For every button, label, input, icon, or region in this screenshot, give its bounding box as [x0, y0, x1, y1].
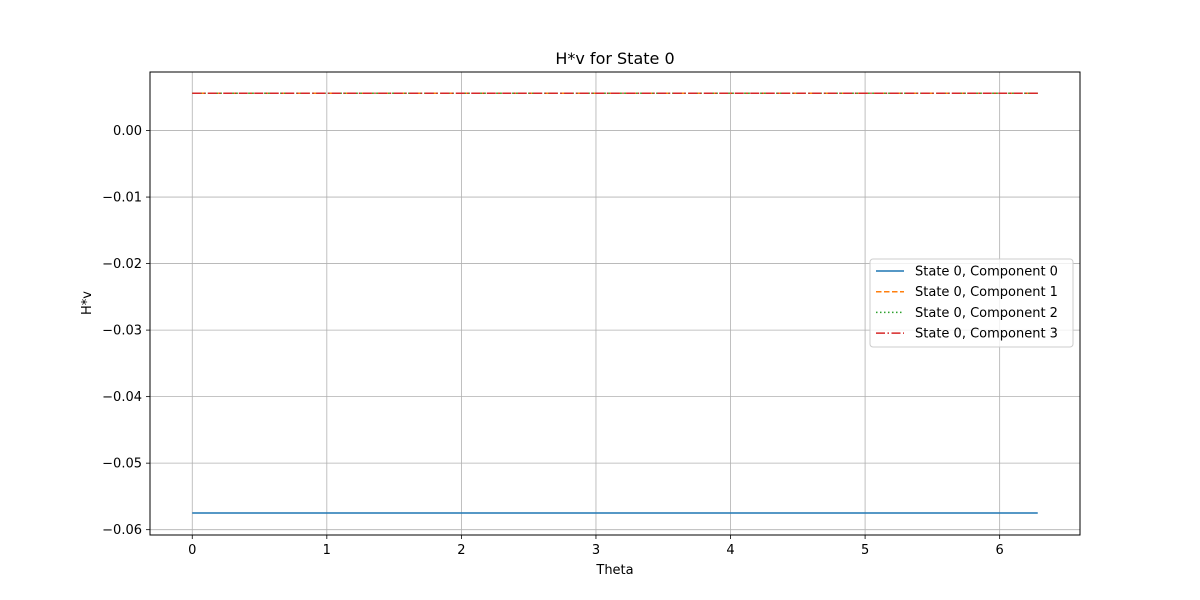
legend-box [869, 258, 1074, 348]
x-tick-label: 2 [457, 543, 465, 558]
legend-label-component-3: State 0, Component 3 [915, 327, 1058, 342]
chart-title: H*v for State 0 [555, 49, 674, 68]
legend-label-component-1: State 0, Component 1 [915, 285, 1058, 300]
y-tick-label: −0.04 [102, 390, 142, 405]
x-tick-label: 4 [726, 543, 734, 558]
x-axis-label: Theta [595, 563, 633, 578]
x-tick-label: 3 [592, 543, 600, 558]
x-axis-ticks: 0 1 2 3 4 5 6 [188, 535, 1004, 558]
y-tick-label: −0.03 [102, 324, 142, 339]
x-tick-label: 0 [188, 543, 196, 558]
legend-label-component-0: State 0, Component 0 [915, 265, 1058, 280]
series-lines [192, 92, 1038, 514]
y-tick-label: −0.01 [102, 191, 142, 206]
legend-label-component-2: State 0, Component 2 [915, 306, 1058, 321]
x-tick-label: 6 [996, 543, 1004, 558]
y-axis-label: H*v [80, 291, 95, 315]
legend: State 0, Component 0 State 0, Component 1… [869, 258, 1074, 348]
plot-area-frame [149, 71, 1081, 536]
x-tick-label: 5 [861, 543, 869, 558]
y-tick-label: −0.05 [102, 457, 142, 472]
y-tick-label: −0.02 [102, 257, 142, 272]
y-tick-label: 0.00 [113, 124, 142, 139]
x-tick-label: 1 [323, 543, 331, 558]
y-tick-label: −0.06 [102, 523, 142, 538]
y-axis-ticks: 0.00 −0.01 −0.02 −0.03 −0.04 −0.05 −0.06 [102, 124, 150, 538]
